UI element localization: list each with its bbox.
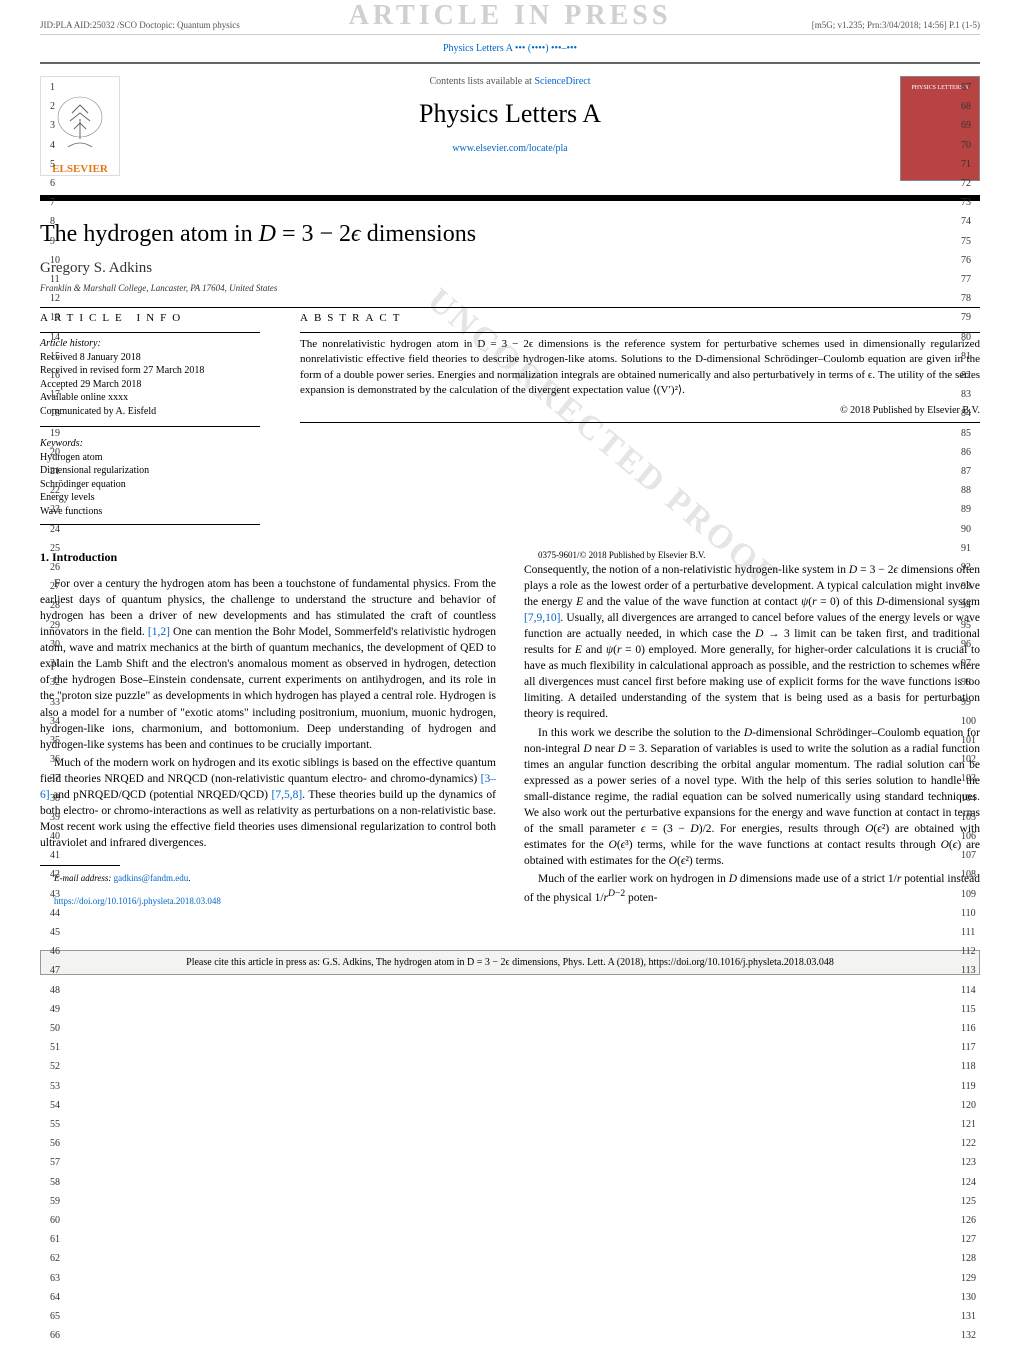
journal-name: Physics Letters A [134, 99, 886, 129]
ref-link[interactable]: [3–6] [40, 773, 496, 801]
line-numbers-right: 6768697071727374757677787980818283848586… [961, 78, 976, 1345]
abstract-column: ABSTRACT The nonrelativistic hydrogen at… [300, 312, 980, 518]
footnote-copyright: 0375-9601/© 2018 Published by Elsevier B… [524, 549, 980, 562]
divider [40, 307, 980, 308]
email-label: E-mail address: [54, 873, 114, 883]
author-name: Gregory S. Adkins [40, 260, 980, 277]
keywords-label: Keywords: [40, 437, 260, 451]
abstract-heading: ABSTRACT [300, 312, 980, 324]
keyword: Wave functions [40, 505, 260, 519]
citation-box: Please cite this article in press as: G.… [40, 950, 980, 975]
header-right: [m5G; v1.235; Prn:3/04/2018; 14:56] P.1 … [812, 20, 980, 30]
revised-date: Received in revised form 27 March 2018 [40, 364, 260, 378]
sciencedirect-link[interactable]: ScienceDirect [534, 76, 590, 87]
elsevier-label: ELSEVIER [52, 163, 108, 175]
ref-link[interactable]: [7,9,10] [524, 612, 560, 624]
journal-title-card: ELSEVIER Contents lists available at Sci… [40, 62, 980, 201]
body-paragraph: Much of the earlier work on hydrogen in … [524, 871, 980, 906]
keyword: Schrödinger equation [40, 478, 260, 492]
body-paragraph: Consequently, the notion of a non-relati… [524, 562, 980, 723]
body-paragraph: Much of the modern work on hydrogen and … [40, 755, 496, 852]
article-info-column: ARTICLE INFO Article history: Received 8… [40, 312, 260, 518]
body-paragraph: For over a century the hydrogen atom has… [40, 576, 496, 753]
contents-available: Contents lists available at ScienceDirec… [134, 76, 886, 87]
running-header: JID:PLA AID:25032 /SCO Doctopic: Quantum… [40, 20, 980, 35]
abstract-text: The nonrelativistic hydrogen atom in D =… [300, 337, 980, 399]
abstract-copyright: © 2018 Published by Elsevier B.V. [300, 405, 980, 416]
author-affiliation: Franklin & Marshall College, Lancaster, … [40, 283, 980, 293]
line-numbers-left: 1234567891011121314151617181920212223242… [50, 78, 60, 1345]
body-paragraph: In this work we describe the solution to… [524, 725, 980, 870]
keyword: Dimensional regularization [40, 464, 260, 478]
header-left: JID:PLA AID:25032 /SCO Doctopic: Quantum… [40, 20, 240, 30]
history-label: Article history: [40, 337, 260, 351]
received-date: Received 8 January 2018 [40, 351, 260, 365]
journal-url-link[interactable]: www.elsevier.com/locate/pla [134, 143, 886, 154]
article-info-heading: ARTICLE INFO [40, 312, 260, 324]
contents-prefix: Contents lists available at [429, 76, 534, 87]
accepted-date: Accepted 29 March 2018 [40, 378, 260, 392]
online-date: Available online xxxx [40, 391, 260, 405]
article-title: The hydrogen atom in D = 3 − 2ϵ dimensio… [40, 221, 980, 248]
keyword: Hydrogen atom [40, 451, 260, 465]
doi-link[interactable]: https://doi.org/10.1016/j.physleta.2018.… [54, 896, 221, 906]
keyword: Energy levels [40, 491, 260, 505]
journal-issue-link[interactable]: Physics Letters A ••• (••••) •••–••• [40, 43, 980, 54]
ref-link[interactable]: [1,2] [148, 626, 170, 638]
article-body: 1. Introduction For over a century the h… [40, 549, 980, 910]
section-heading: 1. Introduction [40, 549, 496, 566]
author-email-link[interactable]: gadkins@fandm.edu [114, 873, 189, 883]
communicated-by: Communicated by A. Eisfeld [40, 405, 260, 419]
ref-link[interactable]: [7,5,8] [271, 789, 302, 801]
